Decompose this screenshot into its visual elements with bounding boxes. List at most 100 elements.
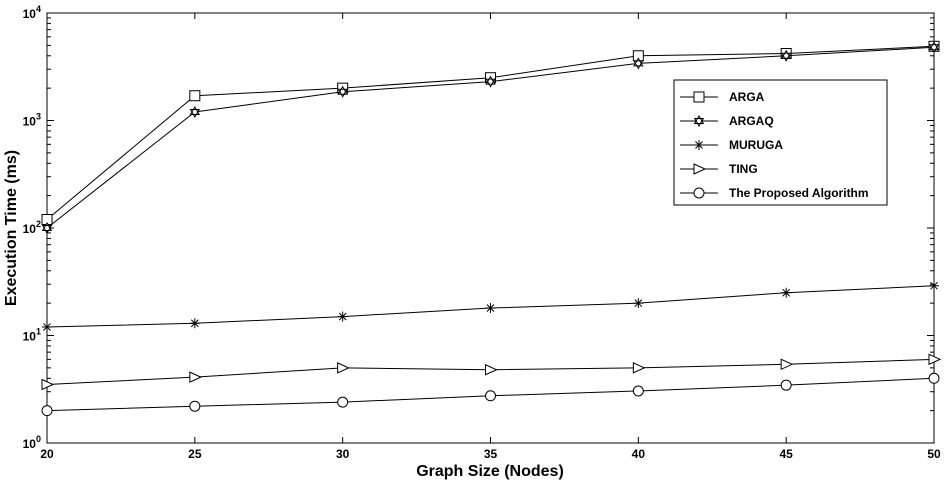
data-point-ting <box>485 363 498 376</box>
x-tick-label: 20 <box>40 447 54 461</box>
data-point-argaq <box>189 105 201 118</box>
data-point-muruga-stroke <box>930 281 938 290</box>
series-layer <box>41 40 942 417</box>
legend-label: MURUGA <box>729 138 783 152</box>
data-point-ting-shape <box>41 378 55 391</box>
data-point-the-proposed-algorithm-shape <box>485 390 496 402</box>
data-point-muruga-stroke <box>486 304 495 312</box>
data-point-argaq-shape2 <box>337 88 348 98</box>
y-tick-label: 104 <box>23 4 41 21</box>
data-point-muruga <box>633 298 644 309</box>
series-the-proposed-algorithm <box>41 372 940 417</box>
data-point-ting <box>337 362 350 374</box>
x-tick-label: 25 <box>188 447 202 461</box>
data-point-the-proposed-algorithm <box>189 400 201 412</box>
data-point-ting <box>780 358 794 371</box>
data-point-muruga-stroke <box>43 323 51 331</box>
data-point-muruga <box>42 321 52 332</box>
series-muruga <box>42 280 939 332</box>
data-point-argaq <box>337 85 348 98</box>
data-point-argaq-shape2 <box>41 225 53 235</box>
legend-label: ARGA <box>729 90 765 104</box>
legend: ARGA ARGAQ MURUGA TING The Proposed Algorith… <box>673 79 888 206</box>
data-point-ting <box>189 371 203 383</box>
data-point-arga-shape <box>189 90 201 102</box>
data-point-the-proposed-algorithm-shape <box>780 379 792 391</box>
y-tick-label: 100 <box>23 434 41 451</box>
legend-marker-shape <box>693 163 707 175</box>
data-point-the-proposed-algorithm-shape <box>632 385 644 397</box>
data-point-argaq-shape2 <box>633 60 644 70</box>
data-point-ting-shape <box>928 353 942 366</box>
data-point-argaq-shape2 <box>485 78 496 88</box>
legend-box <box>673 79 888 206</box>
data-point-muruga <box>929 280 939 291</box>
y-axis-label: Execution Time (ms) <box>3 150 20 306</box>
data-point-ting <box>632 362 646 374</box>
data-point-argaq <box>780 49 792 62</box>
legend-item-arga: ARGA <box>680 90 765 104</box>
y-axis: 100 101 102 103 104 <box>23 4 934 451</box>
legend-item-the-proposed-algorithm: The Proposed Algorithm <box>680 186 869 200</box>
data-point-arga <box>189 90 201 102</box>
x-axis-label: Graph Size (Nodes) <box>416 463 564 480</box>
data-point-muruga-stroke <box>634 299 643 308</box>
x-tick-label: 45 <box>779 447 793 461</box>
data-point-argaq <box>485 75 496 88</box>
data-point-the-proposed-algorithm <box>485 390 496 402</box>
x-tick-label: 35 <box>484 447 498 461</box>
data-point-muruga <box>781 287 792 298</box>
data-point-ting-shape <box>632 362 646 374</box>
x-tick-label: 40 <box>632 447 646 461</box>
legend-marker <box>693 114 705 128</box>
data-point-muruga-stroke <box>190 319 199 328</box>
data-point-muruga-stroke <box>782 288 791 297</box>
data-point-argaq <box>928 41 940 54</box>
data-point-ting <box>41 378 55 391</box>
data-point-argaq <box>41 221 53 235</box>
data-point-argaq-shape2 <box>780 52 792 62</box>
legend-item-argaq: ARGAQ <box>680 114 774 128</box>
data-point-argaq-shape2 <box>189 108 201 118</box>
data-point-ting-shape <box>780 358 794 371</box>
data-point-muruga-stroke <box>338 312 347 321</box>
x-tick-label: 30 <box>336 447 350 461</box>
y-tick-label: 101 <box>23 327 41 344</box>
data-point-ting-shape <box>337 362 350 374</box>
series-ting <box>41 353 942 391</box>
data-point-the-proposed-algorithm <box>41 405 53 417</box>
data-point-ting-shape <box>189 371 203 383</box>
legend-marker <box>694 140 704 150</box>
data-point-the-proposed-algorithm <box>337 396 349 408</box>
data-point-the-proposed-algorithm <box>632 385 644 397</box>
data-point-the-proposed-algorithm-shape <box>928 372 940 384</box>
data-point-argaq-shape2 <box>928 44 940 54</box>
data-point-muruga <box>337 311 348 322</box>
data-point-the-proposed-algorithm-shape <box>41 405 53 417</box>
legend-item-ting: TING <box>680 162 758 176</box>
legend-label: TING <box>729 162 758 176</box>
data-point-argaq <box>633 57 644 70</box>
legend-marker-shape <box>693 91 705 103</box>
data-point-the-proposed-algorithm <box>780 379 792 391</box>
legend-marker-stroke <box>695 141 703 149</box>
legend-marker <box>693 187 705 199</box>
x-tick-label: 50 <box>927 447 941 461</box>
legend-marker <box>693 163 707 175</box>
legend-marker-shape2 <box>693 118 705 128</box>
y-tick-label: 102 <box>23 219 41 236</box>
data-point-the-proposed-algorithm-shape <box>189 400 201 412</box>
y-tick-label: 103 <box>23 112 41 129</box>
legend-marker <box>693 91 705 103</box>
data-point-muruga <box>189 318 200 329</box>
data-point-ting-shape <box>485 363 498 376</box>
legend-label: ARGAQ <box>729 114 774 128</box>
data-point-the-proposed-algorithm-shape <box>337 396 349 408</box>
data-point-muruga <box>485 303 496 314</box>
series-argaq <box>41 41 940 235</box>
legend-item-muruga: MURUGA <box>680 138 783 152</box>
legend-marker-shape <box>693 187 705 199</box>
legend-label: The Proposed Algorithm <box>729 186 869 200</box>
data-point-ting <box>928 353 942 366</box>
